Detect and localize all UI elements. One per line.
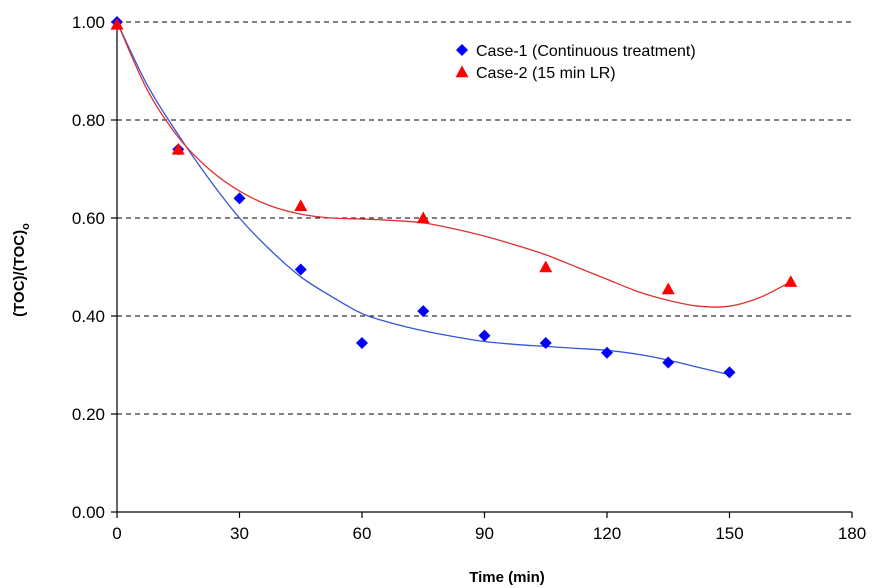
data-point-case-1 xyxy=(356,336,368,349)
y-tick-label: 0.00 xyxy=(72,503,105,522)
y-tick-label: 0.20 xyxy=(72,405,105,424)
x-tick-label: 30 xyxy=(230,524,249,543)
trend-line-case-2 xyxy=(116,21,792,308)
legend-label-case-2: Case-2 (15 min LR) xyxy=(476,65,616,82)
data-point-case-1 xyxy=(723,366,736,379)
x-axis-title: Time (min) xyxy=(469,569,545,586)
y-axis-title: (TOC)/(TOC)o xyxy=(11,223,32,317)
legend-label-case-1: Case-1 (Continuous treatment) xyxy=(476,43,696,60)
y-tick-label: 1.00 xyxy=(72,13,105,32)
data-point-case-2 xyxy=(784,275,798,287)
data-point-case-1 xyxy=(478,329,491,342)
y-tick-label: 0.60 xyxy=(72,209,105,228)
data-point-case-2 xyxy=(661,282,675,295)
axis-ticks: 0.00 0.20 0.40 0.60 0.80 1.00 0 30 60 90 120 150 180 xyxy=(72,13,866,543)
x-tick-label: 90 xyxy=(475,524,494,543)
trend-lines xyxy=(116,21,792,376)
data-points xyxy=(110,16,798,379)
y-tick-label: 0.80 xyxy=(72,111,105,130)
grid-lines xyxy=(117,21,852,415)
axes xyxy=(116,22,852,513)
x-tick-label: 120 xyxy=(593,524,621,543)
data-point-case-2 xyxy=(110,17,124,30)
legend-marker-case-1 xyxy=(456,44,468,56)
y-axis-title-main: (TOC)/(TOC) xyxy=(11,230,28,317)
trend-line-case-1 xyxy=(116,21,730,376)
data-point-case-2 xyxy=(294,199,308,211)
y-axis-title-subscript: o xyxy=(20,223,32,230)
data-point-case-2 xyxy=(416,211,430,224)
x-tick-label: 180 xyxy=(838,524,866,543)
y-tick-label: 0.40 xyxy=(72,307,105,326)
data-point-case-2 xyxy=(171,142,185,155)
data-point-case-1 xyxy=(601,346,613,359)
data-point-case-1 xyxy=(233,192,246,205)
x-tick-label: 60 xyxy=(353,524,372,543)
legend: Case-1 (Continuous treatment) Case-2 (15… xyxy=(455,43,696,82)
data-point-case-2 xyxy=(539,260,553,273)
x-tick-label: 150 xyxy=(715,524,743,543)
data-point-case-1 xyxy=(417,305,430,318)
data-point-case-1 xyxy=(662,356,675,369)
data-point-case-1 xyxy=(539,336,552,349)
data-point-case-1 xyxy=(294,263,307,276)
legend-marker-case-2 xyxy=(455,65,469,78)
x-tick-label: 0 xyxy=(112,524,121,543)
